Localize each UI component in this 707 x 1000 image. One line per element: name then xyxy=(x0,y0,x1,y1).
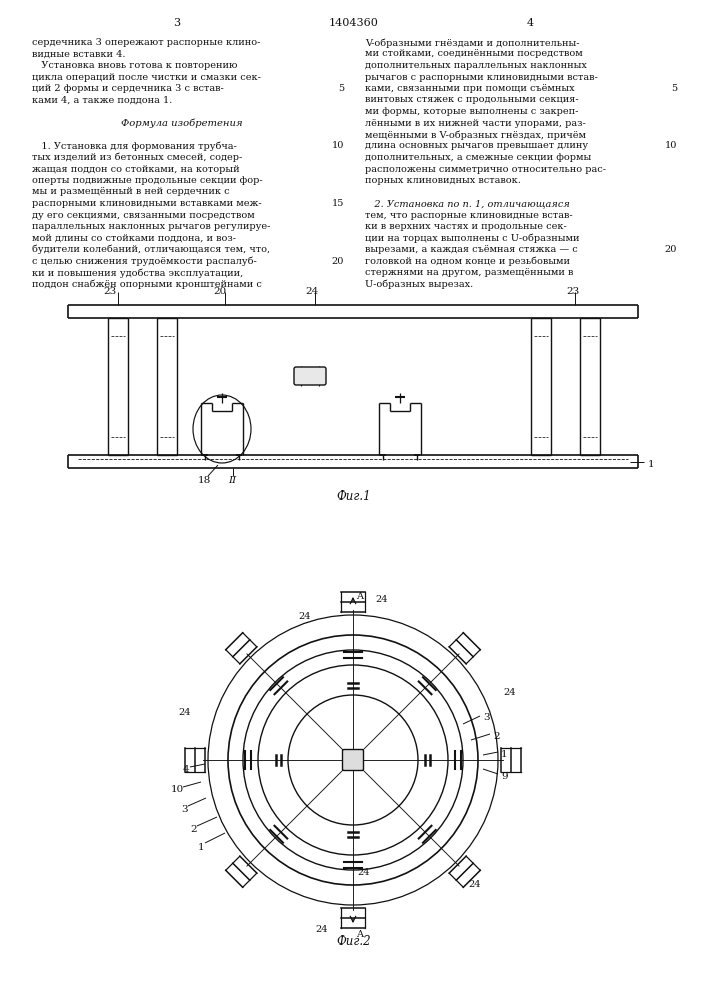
Text: 24: 24 xyxy=(178,708,190,717)
Text: расположены симметрично относительно рас-: расположены симметрично относительно рас… xyxy=(365,164,606,174)
Text: 24: 24 xyxy=(298,612,310,621)
Text: Фиг.1: Фиг.1 xyxy=(337,490,370,503)
Text: 1404360: 1404360 xyxy=(329,18,378,28)
Text: 23: 23 xyxy=(566,287,579,296)
Text: ками, связанными при помощи съёмных: ками, связанными при помощи съёмных xyxy=(365,84,575,93)
Text: 3: 3 xyxy=(181,805,187,814)
Text: 10: 10 xyxy=(171,785,185,794)
Text: A: A xyxy=(356,592,363,601)
Text: 1: 1 xyxy=(198,843,204,852)
Text: 24: 24 xyxy=(357,868,370,877)
Text: ки и повышения удобства эксплуатации,: ки и повышения удобства эксплуатации, xyxy=(32,268,243,277)
Text: мы и размещённый в ней сердечник с: мы и размещённый в ней сердечник с xyxy=(32,188,230,196)
Text: рычагов с распорными клиновидными встав-: рычагов с распорными клиновидными встав- xyxy=(365,73,597,82)
Text: ками 4, а также поддона 1.: ками 4, а также поддона 1. xyxy=(32,96,173,104)
Text: длина основных рычагов превышает длину: длина основных рычагов превышает длину xyxy=(365,141,588,150)
Text: 15: 15 xyxy=(332,199,344,208)
Text: 2: 2 xyxy=(493,732,500,741)
Text: 20: 20 xyxy=(665,245,677,254)
Text: винтовых стяжек с продольными секция-: винтовых стяжек с продольными секция- xyxy=(365,96,578,104)
Text: жащая поддон со стойками, на который: жащая поддон со стойками, на который xyxy=(32,164,240,174)
Text: ции на торцах выполнены с U-образными: ции на торцах выполнены с U-образными xyxy=(365,233,580,243)
Text: цикла операций после чистки и смазки сек-: цикла операций после чистки и смазки сек… xyxy=(32,73,261,82)
Text: 10: 10 xyxy=(665,141,677,150)
Text: тем, что распорные клиновидные встав-: тем, что распорные клиновидные встав- xyxy=(365,211,573,220)
Text: 10: 10 xyxy=(332,141,344,150)
Text: параллельных наклонных рычагов регулируе-: параллельных наклонных рычагов регулируе… xyxy=(32,222,270,231)
Text: лёнными в их нижней части упорами, раз-: лёнными в их нижней части упорами, раз- xyxy=(365,118,586,127)
Text: порных клиновидных вставок.: порных клиновидных вставок. xyxy=(365,176,521,185)
Text: 24: 24 xyxy=(375,595,387,604)
FancyBboxPatch shape xyxy=(342,750,363,770)
Text: II: II xyxy=(228,476,236,485)
Text: 9: 9 xyxy=(501,772,508,781)
Text: U-образных вырезах.: U-образных вырезах. xyxy=(365,279,473,289)
Text: поддон снабжён опорными кронштейнами с: поддон снабжён опорными кронштейнами с xyxy=(32,279,262,289)
Text: мой длины со стойками поддона, и воз-: мой длины со стойками поддона, и воз- xyxy=(32,233,236,242)
Text: будители колебаний, отличающаяся тем, что,: будители колебаний, отличающаяся тем, чт… xyxy=(32,245,270,254)
Text: ми формы, которые выполнены с закреп-: ми формы, которые выполнены с закреп- xyxy=(365,107,578,116)
Text: 5: 5 xyxy=(671,84,677,93)
Text: ми стойками, соединёнными посредством: ми стойками, соединёнными посредством xyxy=(365,49,583,58)
Text: 23: 23 xyxy=(103,287,116,296)
Text: 20: 20 xyxy=(213,287,226,296)
Text: 3: 3 xyxy=(173,18,180,28)
Text: мещёнными в V-образных гнёздах, причём: мещёнными в V-образных гнёздах, причём xyxy=(365,130,586,139)
Text: 2. Установка по п. 1, отличающаяся: 2. Установка по п. 1, отличающаяся xyxy=(365,199,570,208)
Text: 5: 5 xyxy=(338,84,344,93)
Text: 24: 24 xyxy=(503,688,515,697)
Text: Формула изобретения: Формула изобретения xyxy=(121,118,243,128)
Text: оперты подвижные продольные секции фор-: оперты подвижные продольные секции фор- xyxy=(32,176,262,185)
Text: 2: 2 xyxy=(190,825,197,834)
Text: стержнями на другом, размещёнными в: стержнями на другом, размещёнными в xyxy=(365,268,573,277)
Text: головкой на одном конце и резьбовыми: головкой на одном конце и резьбовыми xyxy=(365,256,570,266)
Text: 1. Установка для формования трубча-: 1. Установка для формования трубча- xyxy=(32,141,237,151)
Text: V-образными гнёздами и дополнительны-: V-образными гнёздами и дополнительны- xyxy=(365,38,580,47)
Text: A: A xyxy=(356,930,363,939)
Text: 4: 4 xyxy=(527,18,534,28)
Text: дополнительных, а смежные секции формы: дополнительных, а смежные секции формы xyxy=(365,153,591,162)
Text: 24: 24 xyxy=(305,287,318,296)
Text: распорными клиновидными вставками меж-: распорными клиновидными вставками меж- xyxy=(32,199,262,208)
Text: 1: 1 xyxy=(501,750,508,759)
Text: 20: 20 xyxy=(332,256,344,265)
Text: 1: 1 xyxy=(648,460,655,469)
Text: ций 2 формы и сердечника 3 с встав-: ций 2 формы и сердечника 3 с встав- xyxy=(32,84,223,93)
Text: 3: 3 xyxy=(483,713,490,722)
Text: ду его секциями, связанными посредством: ду его секциями, связанными посредством xyxy=(32,211,255,220)
Text: видные вставки 4.: видные вставки 4. xyxy=(32,49,126,58)
Text: дополнительных параллельных наклонных: дополнительных параллельных наклонных xyxy=(365,61,587,70)
Text: 18: 18 xyxy=(198,476,211,485)
Text: 4: 4 xyxy=(183,765,189,774)
Text: ки в верхних частях и продольные сек-: ки в верхних частях и продольные сек- xyxy=(365,222,567,231)
Text: Установка вновь готова к повторению: Установка вновь готова к повторению xyxy=(32,61,238,70)
Text: вырезами, а каждая съёмная стяжка — с: вырезами, а каждая съёмная стяжка — с xyxy=(365,245,578,254)
Text: Фиг.2: Фиг.2 xyxy=(337,935,370,948)
Text: тых изделий из бетонных смесей, содер-: тых изделий из бетонных смесей, содер- xyxy=(32,153,243,162)
Text: 24: 24 xyxy=(468,880,481,889)
Text: с целью снижения трудоёмкости распалуб-: с целью снижения трудоёмкости распалуб- xyxy=(32,256,257,266)
FancyBboxPatch shape xyxy=(294,367,326,385)
Text: 24: 24 xyxy=(315,925,327,934)
Text: сердечника 3 опережают распорные клино-: сердечника 3 опережают распорные клино- xyxy=(32,38,260,47)
